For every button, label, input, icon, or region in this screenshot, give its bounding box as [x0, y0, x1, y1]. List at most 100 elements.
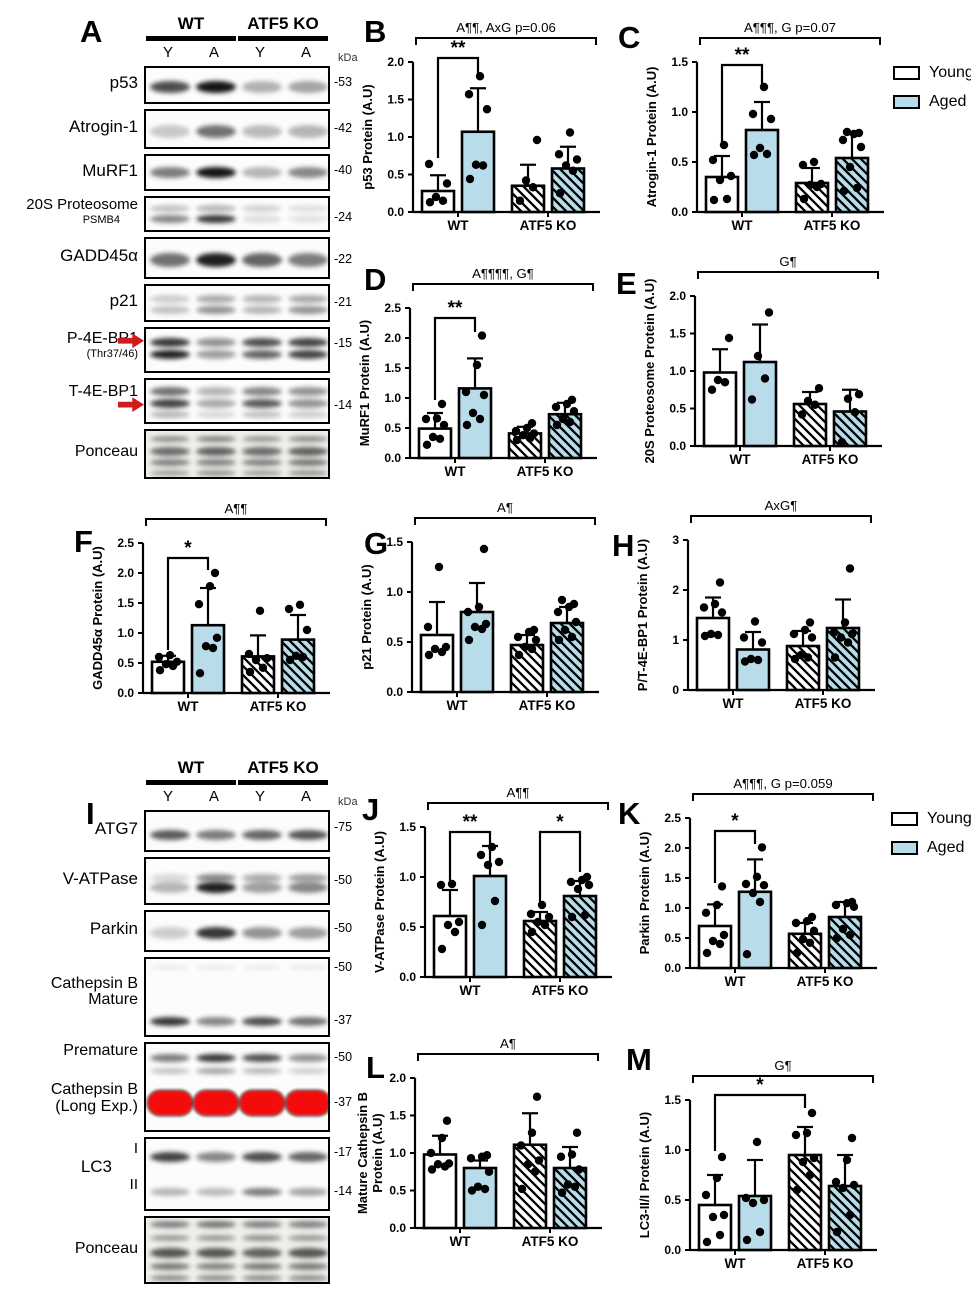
- data-point: [533, 917, 543, 927]
- data-point: [831, 1177, 841, 1187]
- data-point: [569, 407, 579, 416]
- data-point: [520, 642, 530, 652]
- data-point: [842, 127, 852, 137]
- y-tick-label: 2.0: [664, 841, 681, 855]
- bar-hatch: [564, 896, 596, 977]
- data-point: [717, 608, 727, 617]
- kda-marker: -22: [334, 252, 353, 267]
- blot-row-label: PSMB4: [82, 214, 120, 227]
- data-point: [532, 135, 542, 145]
- y-tick-label: 1.0: [384, 391, 401, 405]
- data-point: [490, 896, 500, 906]
- data-point: [749, 150, 759, 160]
- blot-band: [288, 874, 328, 883]
- y-tick-label: 0.5: [399, 920, 416, 934]
- data-point: [521, 176, 531, 185]
- data-point: [805, 618, 815, 627]
- data-point: [791, 918, 801, 928]
- data-point: [814, 384, 824, 393]
- data-point: [747, 395, 757, 404]
- x-group-label: ATF5 KO: [802, 452, 859, 467]
- blot-row-label: Mature: [88, 990, 138, 1008]
- data-point: [805, 180, 815, 190]
- data-point: [710, 599, 720, 609]
- blot-box: [144, 1042, 330, 1132]
- data-point: [529, 429, 539, 438]
- y-tick-label: 0.0: [384, 451, 401, 465]
- blot-band: [288, 964, 328, 970]
- chart-panel-K: A¶¶¶, G p=0.059 0.0 0.5 1.0 1.5 2.0 2.5 * WT ATF5…: [637, 776, 877, 989]
- blot-band: [242, 1188, 282, 1197]
- data-point: [845, 930, 855, 940]
- y-tick-label: 1.0: [387, 130, 404, 144]
- y-tick-label: 0.0: [669, 439, 686, 453]
- data-point: [856, 142, 866, 152]
- legend-label-young: Young: [929, 64, 971, 81]
- blot-band: [288, 1053, 328, 1062]
- anova-label: A¶: [497, 500, 513, 515]
- data-point: [803, 653, 813, 662]
- blot-band: [242, 1016, 282, 1026]
- blot-band: [288, 295, 328, 304]
- blot-band: [196, 1151, 236, 1162]
- panel-letter-K: K: [618, 796, 641, 831]
- data-point: [739, 633, 749, 642]
- data-point: [468, 408, 478, 418]
- data-point: [807, 633, 817, 642]
- legend-label-aged: Aged: [929, 93, 967, 110]
- blot-group-label: WT: [177, 758, 205, 777]
- anova-bracket: [699, 37, 881, 45]
- blot-band: [242, 927, 282, 939]
- data-point: [552, 420, 562, 430]
- blot-band: [150, 350, 190, 360]
- y-tick-label: 2.0: [384, 331, 401, 345]
- blot-band: [150, 295, 190, 304]
- kda-marker: -14: [334, 1183, 353, 1198]
- blot-box: [144, 154, 330, 191]
- data-point: [750, 617, 760, 626]
- blot-band: [242, 1235, 282, 1242]
- data-point: [805, 938, 815, 947]
- legend-top: Young Aged: [893, 64, 971, 111]
- data-point: [428, 432, 438, 442]
- blot-band: [196, 387, 236, 397]
- data-point: [798, 160, 808, 170]
- kda-marker: -75: [334, 819, 353, 834]
- anova-label: A¶: [500, 1036, 516, 1051]
- data-point: [843, 394, 853, 403]
- blot-row-label: Premature: [63, 1041, 138, 1059]
- data-point: [838, 1183, 848, 1193]
- y-tick-label: 0.0: [387, 205, 404, 219]
- data-point: [454, 917, 464, 927]
- blot-band: [196, 167, 236, 179]
- blot-row-label: p53: [109, 73, 138, 93]
- data-point: [514, 650, 524, 660]
- kda-marker: -17: [334, 1145, 353, 1160]
- sig-label: *: [731, 811, 739, 832]
- anova-bracket: [692, 1075, 874, 1083]
- sig-label: **: [451, 38, 466, 59]
- data-point: [526, 909, 536, 919]
- blot-band: [242, 1053, 282, 1062]
- anova-bracket: [692, 793, 874, 801]
- young-swatch: [891, 812, 918, 826]
- y-tick-label: 1.0: [117, 626, 134, 640]
- x-group-label: ATF5 KO: [795, 696, 852, 711]
- bar-hatch: [794, 404, 826, 446]
- blot-box: [144, 327, 330, 373]
- blot-band: [196, 1016, 236, 1026]
- lane-label: Y: [254, 788, 265, 805]
- data-point: [442, 1116, 452, 1125]
- y-tick-label: 0.5: [117, 656, 134, 670]
- blot-box: [144, 66, 330, 104]
- panel-letter-B: B: [364, 14, 387, 49]
- data-point: [480, 1184, 490, 1194]
- data-point: [748, 109, 758, 119]
- data-point: [792, 1185, 802, 1195]
- x-group-label: ATF5 KO: [520, 218, 577, 233]
- y-axis-label: p53 Protein (A.U): [360, 84, 375, 189]
- blot-band: [242, 387, 282, 397]
- blot-row-label: MuRF1: [82, 160, 138, 180]
- bar-outline: [547, 412, 583, 460]
- blot-band: [150, 1188, 190, 1197]
